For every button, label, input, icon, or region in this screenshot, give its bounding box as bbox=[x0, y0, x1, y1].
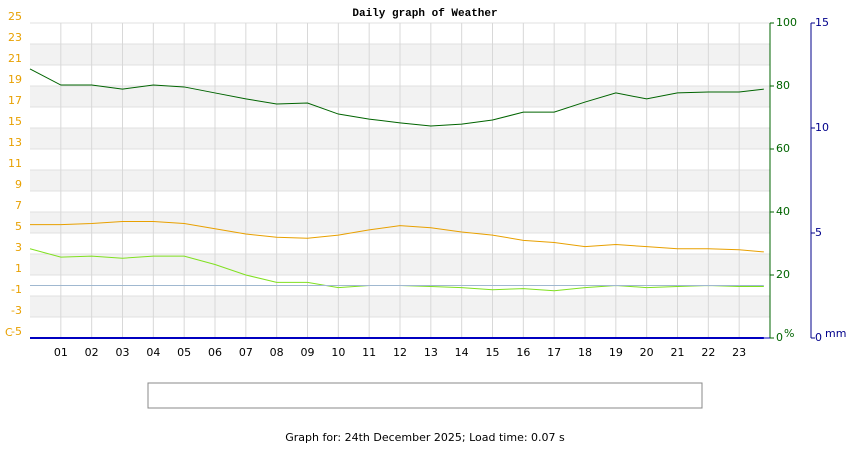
y-tick-label: 7 bbox=[15, 199, 22, 212]
y3-tick-label: 5 bbox=[815, 226, 822, 239]
x-tick-label: 03 bbox=[116, 346, 130, 359]
y2-tick-label: 40 bbox=[776, 205, 790, 218]
caption: Graph for: 24th December 2025; Load time… bbox=[285, 431, 565, 444]
y2-tick-label: 20 bbox=[776, 268, 790, 281]
series-line bbox=[30, 220, 764, 253]
y3-tick-label: 0 bbox=[815, 331, 822, 344]
chart-title: Daily graph of Weather bbox=[352, 8, 497, 20]
y-tick-label: 1 bbox=[15, 262, 22, 275]
y-tick-label: 13 bbox=[8, 136, 22, 149]
y-tick-label: -3 bbox=[11, 304, 22, 317]
x-tick-label: 12 bbox=[393, 346, 407, 359]
y2-tick-label: 80 bbox=[776, 79, 790, 92]
x-tick-label: 01 bbox=[54, 346, 68, 359]
y-axis-label: C bbox=[5, 326, 13, 339]
x-tick-label: 18 bbox=[578, 346, 592, 359]
x-tick-label: 20 bbox=[640, 346, 654, 359]
x-tick-label: 09 bbox=[301, 346, 315, 359]
y-tick-label: 25 bbox=[8, 10, 22, 23]
y2-tick-label: 100 bbox=[776, 16, 797, 29]
y2-axis-label: % bbox=[784, 327, 794, 340]
x-tick-label: 13 bbox=[424, 346, 438, 359]
y-tick-label: -1 bbox=[11, 283, 22, 296]
y-tick-label: -5 bbox=[11, 325, 22, 338]
x-tick-label: 19 bbox=[609, 346, 623, 359]
x-tick-label: 08 bbox=[270, 346, 284, 359]
y-tick-label: 11 bbox=[8, 157, 22, 170]
x-tick-label: 07 bbox=[239, 346, 253, 359]
x-tick-label: 14 bbox=[455, 346, 469, 359]
x-tick-label: 21 bbox=[671, 346, 685, 359]
x-tick-label: 10 bbox=[331, 346, 345, 359]
y3-tick-label: 10 bbox=[815, 121, 829, 134]
x-tick-label: 16 bbox=[516, 346, 530, 359]
y3-axis-label: mm bbox=[825, 327, 846, 340]
y2-tick-label: 60 bbox=[776, 142, 790, 155]
legend-box bbox=[147, 382, 703, 409]
x-tick-label: 22 bbox=[701, 346, 715, 359]
y-tick-label: 17 bbox=[8, 94, 22, 107]
x-tick-label: 15 bbox=[486, 346, 500, 359]
y-tick-label: 9 bbox=[15, 178, 22, 191]
x-tick-label: 05 bbox=[177, 346, 191, 359]
y-tick-label: 23 bbox=[8, 31, 22, 44]
x-tick-label: 06 bbox=[208, 346, 222, 359]
x-tick-label: 23 bbox=[732, 346, 746, 359]
y3-tick-label: 15 bbox=[815, 16, 829, 29]
y-tick-label: 3 bbox=[15, 241, 22, 254]
y2-tick-label: 0 bbox=[776, 331, 783, 344]
series-line bbox=[29, 68, 764, 127]
x-tick-label: 17 bbox=[547, 346, 561, 359]
y-tick-label: 21 bbox=[8, 52, 22, 65]
y-tick-label: 19 bbox=[8, 73, 22, 86]
x-tick-label: 11 bbox=[362, 346, 376, 359]
y-tick-label: 5 bbox=[15, 220, 22, 233]
x-tick-label: 04 bbox=[146, 346, 160, 359]
x-tick-label: 02 bbox=[85, 346, 99, 359]
y-tick-label: 15 bbox=[8, 115, 22, 128]
